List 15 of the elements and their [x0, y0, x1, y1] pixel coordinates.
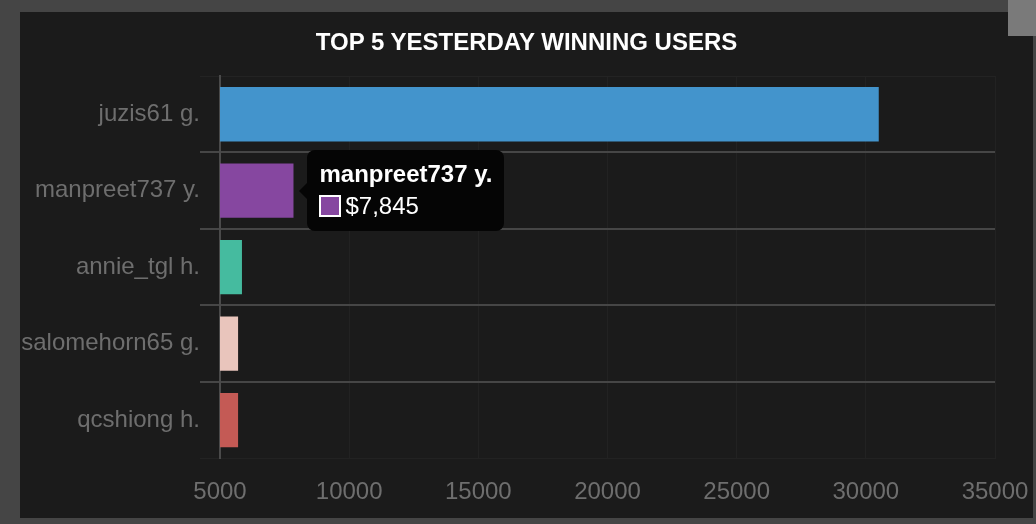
annotation: $7,845	[345, 191, 419, 222]
y-tick-label: manpreet737 y.	[35, 175, 200, 203]
x-tick-label: 20000	[574, 477, 641, 505]
chart-title: TOP 5 YESTERDAY WINNING USERS	[315, 27, 738, 55]
annotation: manpreet737 y.	[319, 159, 493, 190]
x-tick-label: 15000	[444, 477, 512, 505]
x-tick-label: 10000	[315, 477, 383, 505]
y-tick-label: salomehorn65 g.	[21, 328, 200, 356]
y-tick-label: qcshiong h.	[77, 404, 200, 432]
y-tick-label: annie_tgl h.	[75, 251, 200, 279]
x-tick-label: 5000	[193, 477, 247, 505]
x-tick-label: 25000	[703, 477, 771, 505]
y-tick-label: juzis61 g.	[97, 98, 200, 126]
x-tick-label: 35000	[961, 477, 1029, 505]
x-tick-label: 30000	[832, 477, 900, 505]
